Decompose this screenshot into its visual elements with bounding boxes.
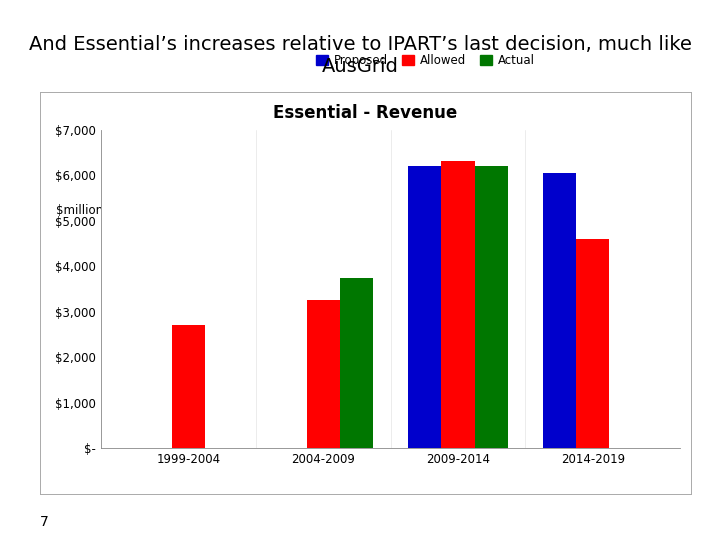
Bar	[441, 161, 474, 448]
Text: Essential - Revenue: Essential - Revenue	[274, 104, 457, 122]
Bar	[307, 300, 340, 448]
Text: 7: 7	[40, 516, 48, 530]
Bar	[341, 278, 374, 448]
Text: And Essential’s increases relative to IPART’s last decision, much like: And Essential’s increases relative to IP…	[29, 35, 691, 54]
Bar	[543, 173, 575, 448]
Legend: Proposed, Allowed, Actual: Proposed, Allowed, Actual	[311, 50, 539, 72]
Bar	[475, 166, 508, 448]
Bar	[172, 325, 205, 448]
Bar	[576, 239, 609, 448]
Text: $million (2014): $million (2014)	[56, 205, 146, 218]
Text: AusGrid: AusGrid	[322, 57, 398, 76]
Bar	[408, 166, 441, 448]
